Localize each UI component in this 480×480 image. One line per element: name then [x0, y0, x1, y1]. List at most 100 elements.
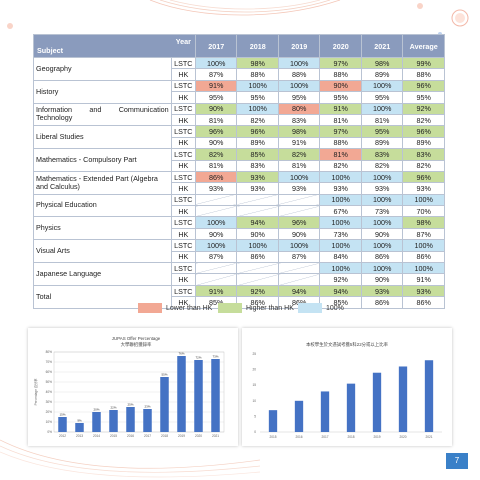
data-label: 22% — [110, 406, 116, 410]
value-cell: 100% — [277, 79, 321, 93]
value-cell: 100% — [360, 239, 404, 252]
value-cell: 82% — [402, 159, 445, 172]
value-cell: 90% — [194, 227, 238, 241]
value-cell: 99% — [402, 56, 445, 70]
value-cell: 90% — [360, 227, 404, 241]
plot-frame — [53, 351, 225, 433]
value-cell: 88% — [236, 68, 279, 81]
value-cell — [236, 262, 279, 275]
value-cell: 86% — [236, 250, 279, 264]
legend-item-full: 100% — [298, 303, 344, 313]
bar — [372, 372, 382, 432]
school-cell: HK — [170, 68, 196, 81]
value-cell: 97% — [319, 125, 362, 138]
school-cell: HK — [170, 250, 196, 264]
value-cell: 100% — [402, 193, 445, 207]
bar — [294, 400, 304, 432]
value-cell: 98% — [236, 56, 279, 70]
data-label: 15% — [59, 413, 65, 417]
value-cell: 95% — [319, 91, 362, 104]
data-label: 73% — [212, 355, 218, 359]
value-cell: 73% — [360, 205, 404, 218]
bar — [424, 360, 434, 432]
legend-swatch-full — [298, 303, 322, 313]
value-cell — [277, 262, 321, 275]
y-tick-label: 10 — [252, 399, 256, 403]
table-row: Geography LSTC 100% 98% 100% 97% 98% 99% — [33, 56, 445, 81]
value-cell: 100% — [194, 216, 238, 229]
value-cell: 92% — [319, 273, 362, 286]
chart-title: JUPAS Offer Percentage — [112, 336, 161, 341]
value-cell — [194, 262, 238, 275]
value-cell: 91% — [277, 136, 321, 150]
value-cell: 95% — [360, 125, 404, 138]
y-tick-label: 15 — [252, 383, 256, 387]
value-cell: 85% — [236, 148, 279, 161]
value-cell: 84% — [319, 250, 362, 264]
value-cell: 83% — [236, 159, 279, 172]
subject-cell: Mathematics - Compulsory Part — [33, 148, 172, 172]
x-tick-label: 2021 — [425, 435, 432, 439]
value-cell: 89% — [402, 136, 445, 150]
x-tick-label: 2014 — [93, 434, 100, 438]
x-tick-label: 2016 — [127, 434, 134, 438]
data-label: 25% — [127, 403, 133, 407]
table-row: HK 81% 83% 81% 82% 82% 82% — [34, 159, 445, 172]
header-average: Average — [402, 34, 445, 58]
value-cell: 86% — [194, 170, 238, 184]
value-cell: 96% — [277, 216, 321, 229]
value-cell: 100% — [277, 170, 321, 184]
x-tick-label: 2020 — [399, 435, 406, 439]
value-cell: 82% — [319, 159, 362, 172]
bar — [194, 360, 203, 432]
value-cell: 93% — [402, 284, 445, 298]
school-cell: LSTC — [170, 170, 196, 184]
school-cell: HK — [170, 136, 196, 150]
value-cell: 93% — [360, 182, 404, 195]
value-cell: 93% — [319, 182, 362, 195]
header-year: 2017 — [194, 34, 238, 58]
value-cell: 93% — [236, 170, 279, 184]
value-cell: 100% — [277, 239, 321, 252]
value-cell: 100% — [360, 102, 404, 115]
value-cell: 86% — [360, 296, 404, 309]
chart-title: 本校學生於文憑試考獲5科22分或以上比率 — [306, 341, 389, 348]
school-cell: HK — [170, 113, 196, 127]
value-cell: 82% — [236, 113, 279, 127]
school-cell: HK — [170, 296, 196, 309]
subject-cell: Visual Arts — [33, 239, 172, 264]
value-cell — [277, 193, 321, 207]
y-tick-label: 60% — [46, 370, 53, 374]
y-tick-label: 10% — [46, 420, 53, 424]
value-cell: 91% — [319, 102, 362, 115]
value-cell: 100% — [360, 193, 404, 207]
school-cell: LSTC — [170, 56, 196, 70]
table-row: Japanese Language LSTC 100% 100% 100% — [33, 262, 445, 286]
value-cell: 81% — [319, 113, 362, 127]
bar — [160, 377, 169, 432]
y-axis-label: Percentage 百分率 — [33, 378, 38, 406]
y-tick-label: 80% — [46, 350, 53, 354]
value-cell: 100% — [277, 56, 321, 70]
school-cell: LSTC — [170, 284, 196, 298]
school-cell: LSTC — [170, 216, 196, 229]
bar — [177, 356, 186, 432]
bar — [398, 366, 408, 432]
table-row: HK 81% 82% 83% 81% 81% 82% — [34, 113, 445, 127]
school-cell: LSTC — [170, 125, 196, 138]
y-tick-label: 0% — [47, 430, 52, 434]
table-header-row: Year Subject 2017 2018 2019 2020 2021 Av… — [33, 34, 445, 58]
value-cell: 83% — [402, 148, 445, 161]
school-cell: HK — [170, 91, 196, 104]
data-label: 23% — [144, 405, 150, 409]
value-cell: 80% — [277, 102, 321, 115]
bar — [143, 409, 152, 432]
school-cell: LSTC — [170, 102, 196, 115]
y-tick-label: 20% — [46, 410, 53, 414]
school-cell: LSTC — [170, 148, 196, 161]
header-subject-label: Subject — [37, 46, 63, 55]
value-cell: 94% — [236, 216, 279, 229]
value-cell: 87% — [277, 250, 321, 264]
x-tick-label: 2019 — [178, 434, 185, 438]
value-cell — [277, 205, 321, 218]
